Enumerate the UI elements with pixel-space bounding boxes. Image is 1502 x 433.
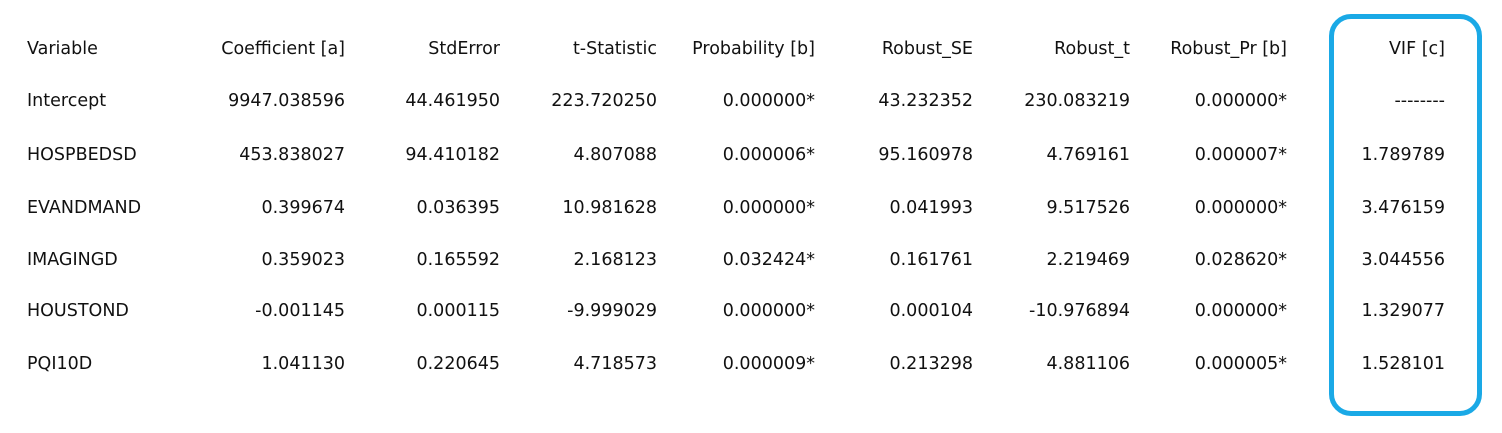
table-cell: 0.000000* — [1194, 301, 1287, 321]
table-cell: PQI10D — [27, 354, 93, 374]
table-cell: 0.000000* — [1194, 91, 1287, 111]
header-cell: Coefficient [a] — [221, 39, 345, 59]
table-cell: 0.399674 — [261, 198, 345, 218]
table-cell: 0.213298 — [889, 354, 973, 374]
table-cell: 0.000005* — [1194, 354, 1287, 374]
table-cell: HOSPBEDSD — [27, 145, 137, 165]
table-cell: 0.000115 — [416, 301, 500, 321]
table-cell: 0.028620* — [1194, 250, 1287, 270]
table-row: Intercept 9947.038596 44.461950 223.720250 0… — [0, 86, 1502, 116]
table-cell: 0.359023 — [261, 250, 345, 270]
table-cell: 9947.038596 — [228, 91, 345, 111]
table-cell: 0.036395 — [416, 198, 500, 218]
table-cell: IMAGINGD — [27, 250, 118, 270]
table-cell: HOUSTOND — [27, 301, 129, 321]
table-cell: 10.981628 — [562, 198, 657, 218]
table-row: IMAGINGD 0.359023 0.165592 2.168123 0.032424… — [0, 245, 1502, 275]
table-row: EVANDMAND 0.399674 0.036395 10.981628 0.0000… — [0, 193, 1502, 223]
header-cell: Probability [b] — [692, 39, 815, 59]
table-cell: -0.001145 — [255, 301, 345, 321]
table-cell: 4.769161 — [1046, 145, 1130, 165]
header-cell: VIF [c] — [1388, 39, 1445, 59]
table-cell: 4.718573 — [573, 354, 657, 374]
table-cell: 223.720250 — [551, 91, 657, 111]
header-cell: Robust_t — [1054, 39, 1130, 59]
table-cell: 0.000000* — [722, 198, 815, 218]
table-cell: 43.232352 — [878, 91, 973, 111]
table-cell: 4.881106 — [1046, 354, 1130, 374]
table-cell: -10.976894 — [1029, 301, 1130, 321]
table-cell: Intercept — [27, 91, 107, 111]
table-cell: 4.807088 — [573, 145, 657, 165]
table-cell: 94.410182 — [405, 145, 500, 165]
table-cell: -------- — [1394, 91, 1445, 111]
table-row: HOSPBEDSD 453.838027 94.410182 4.807088 0.00… — [0, 140, 1502, 170]
table-cell: 1.789789 — [1361, 145, 1445, 165]
table-cell: 0.032424* — [722, 250, 815, 270]
header-cell: StdError — [428, 39, 500, 59]
table-cell: 2.168123 — [573, 250, 657, 270]
table-cell: 0.041993 — [889, 198, 973, 218]
table-cell: 0.220645 — [416, 354, 500, 374]
table-cell: 1.041130 — [261, 354, 345, 374]
header-cell: Variable — [27, 39, 98, 59]
table-cell: 230.083219 — [1024, 91, 1130, 111]
header-cell: Robust_SE — [881, 39, 973, 59]
table-cell: 44.461950 — [405, 91, 500, 111]
table-cell: 9.517526 — [1046, 198, 1130, 218]
table-cell: 453.838027 — [239, 145, 345, 165]
table-cell: 0.000000* — [722, 91, 815, 111]
table-cell: 2.219469 — [1046, 250, 1130, 270]
table-cell: -9.999029 — [567, 301, 657, 321]
table-cell: 0.161761 — [889, 250, 973, 270]
table-cell: 3.476159 — [1361, 198, 1445, 218]
table-cell: 1.329077 — [1361, 301, 1445, 321]
table-cell: 1.528101 — [1361, 354, 1445, 374]
table-header-row: Variable Coefficient [a] StdError t-Statist… — [0, 34, 1502, 64]
header-cell: t-Statistic — [572, 39, 657, 59]
table-cell: 0.000000* — [1194, 198, 1287, 218]
table-cell: 0.000000* — [722, 301, 815, 321]
header-cell: Robust_Pr [b] — [1170, 39, 1287, 59]
table-row: PQI10D 1.041130 0.220645 4.718573 0.000009* 0… — [0, 349, 1502, 379]
table-cell: 3.044556 — [1361, 250, 1445, 270]
table-cell: 0.000006* — [722, 145, 815, 165]
table-cell: 95.160978 — [878, 145, 973, 165]
table-cell: 0.000104 — [889, 301, 973, 321]
table-cell: 0.000007* — [1194, 145, 1287, 165]
table-cell: 0.165592 — [416, 250, 500, 270]
table-row: HOUSTOND -0.001145 0.000115 -9.999029 0.0000… — [0, 296, 1502, 326]
table-cell: EVANDMAND — [27, 198, 142, 218]
table-cell: 0.000009* — [722, 354, 815, 374]
